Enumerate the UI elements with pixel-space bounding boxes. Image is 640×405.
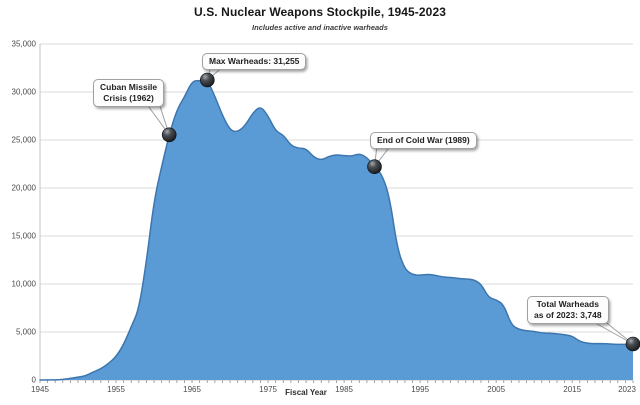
x-tick-label: 1955	[107, 385, 125, 394]
callout-text-line: Max Warheads: 31,255	[209, 56, 300, 66]
y-tick-label: 0	[32, 376, 37, 385]
callout-total-warheads-2023: Total Warheads as of 2023: 3,748	[527, 296, 609, 324]
y-tick-label: 20,000	[12, 184, 37, 193]
y-tick-label: 10,000	[12, 280, 37, 289]
callout-text-line: End of Cold War (1989)	[377, 135, 470, 145]
y-tick-label: 15,000	[12, 232, 37, 241]
event-marker-max	[200, 72, 215, 88]
chart-subtitle: Includes active and inactive warheads	[252, 23, 388, 32]
callout-text-line: Cuban Missile	[100, 82, 158, 92]
x-tick-label: 1965	[183, 385, 201, 394]
stockpile-line	[39, 79, 634, 381]
x-tick-label: 1995	[411, 385, 429, 394]
x-tick-label: 2005	[487, 385, 505, 394]
x-tick-label: 2015	[563, 385, 581, 394]
x-tick-label: 2023	[618, 385, 636, 394]
callout-text-line: as of 2023: 3,748	[534, 310, 602, 320]
x-axis-title: Fiscal Year	[285, 388, 327, 397]
callout-text-line: Crisis (1962)	[103, 93, 154, 103]
y-tick-label: 5,000	[16, 328, 37, 337]
x-tick-label: 1945	[31, 385, 49, 394]
callout-max-warheads: Max Warheads: 31,255	[202, 53, 307, 70]
y-tick-label: 35,000	[12, 40, 37, 49]
stockpile-area	[40, 80, 633, 380]
x-tick-label: 1975	[259, 385, 277, 394]
callout-cuban-missile-crisis: Cuban Missile Crisis (1962)	[93, 79, 165, 107]
callout-end-of-cold-war: End of Cold War (1989)	[370, 132, 477, 149]
callout-text-line: Total Warheads	[536, 299, 599, 309]
event-marker-cuban	[161, 127, 177, 143]
x-tick-label: 1985	[335, 385, 353, 394]
chart-title: U.S. Nuclear Weapons Stockpile, 1945-202…	[194, 5, 446, 19]
y-tick-label: 30,000	[12, 88, 37, 97]
y-tick-label: 25,000	[12, 136, 37, 145]
event-marker-total	[625, 336, 640, 352]
event-marker-eocw	[367, 159, 382, 174]
